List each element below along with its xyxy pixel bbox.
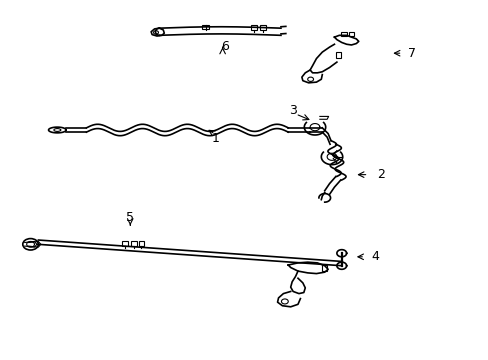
Bar [341, 32, 346, 36]
Circle shape [153, 31, 158, 34]
Bar [201, 24, 209, 29]
Text: 7: 7 [407, 47, 415, 60]
Text: 2: 2 [376, 168, 384, 181]
Bar [251, 25, 257, 30]
Bar [260, 25, 265, 30]
Text: 3: 3 [288, 104, 296, 117]
Bar [122, 242, 128, 247]
Bar [130, 242, 136, 247]
Text: 6: 6 [221, 40, 228, 53]
Circle shape [27, 242, 34, 247]
Circle shape [23, 239, 38, 250]
Text: 5: 5 [126, 211, 134, 224]
Bar [138, 242, 144, 247]
Bar [348, 32, 354, 36]
Text: 4: 4 [371, 250, 379, 263]
Bar [335, 52, 340, 58]
Circle shape [281, 299, 287, 304]
Circle shape [307, 77, 313, 81]
Bar [322, 265, 326, 271]
Text: 1: 1 [211, 132, 219, 145]
